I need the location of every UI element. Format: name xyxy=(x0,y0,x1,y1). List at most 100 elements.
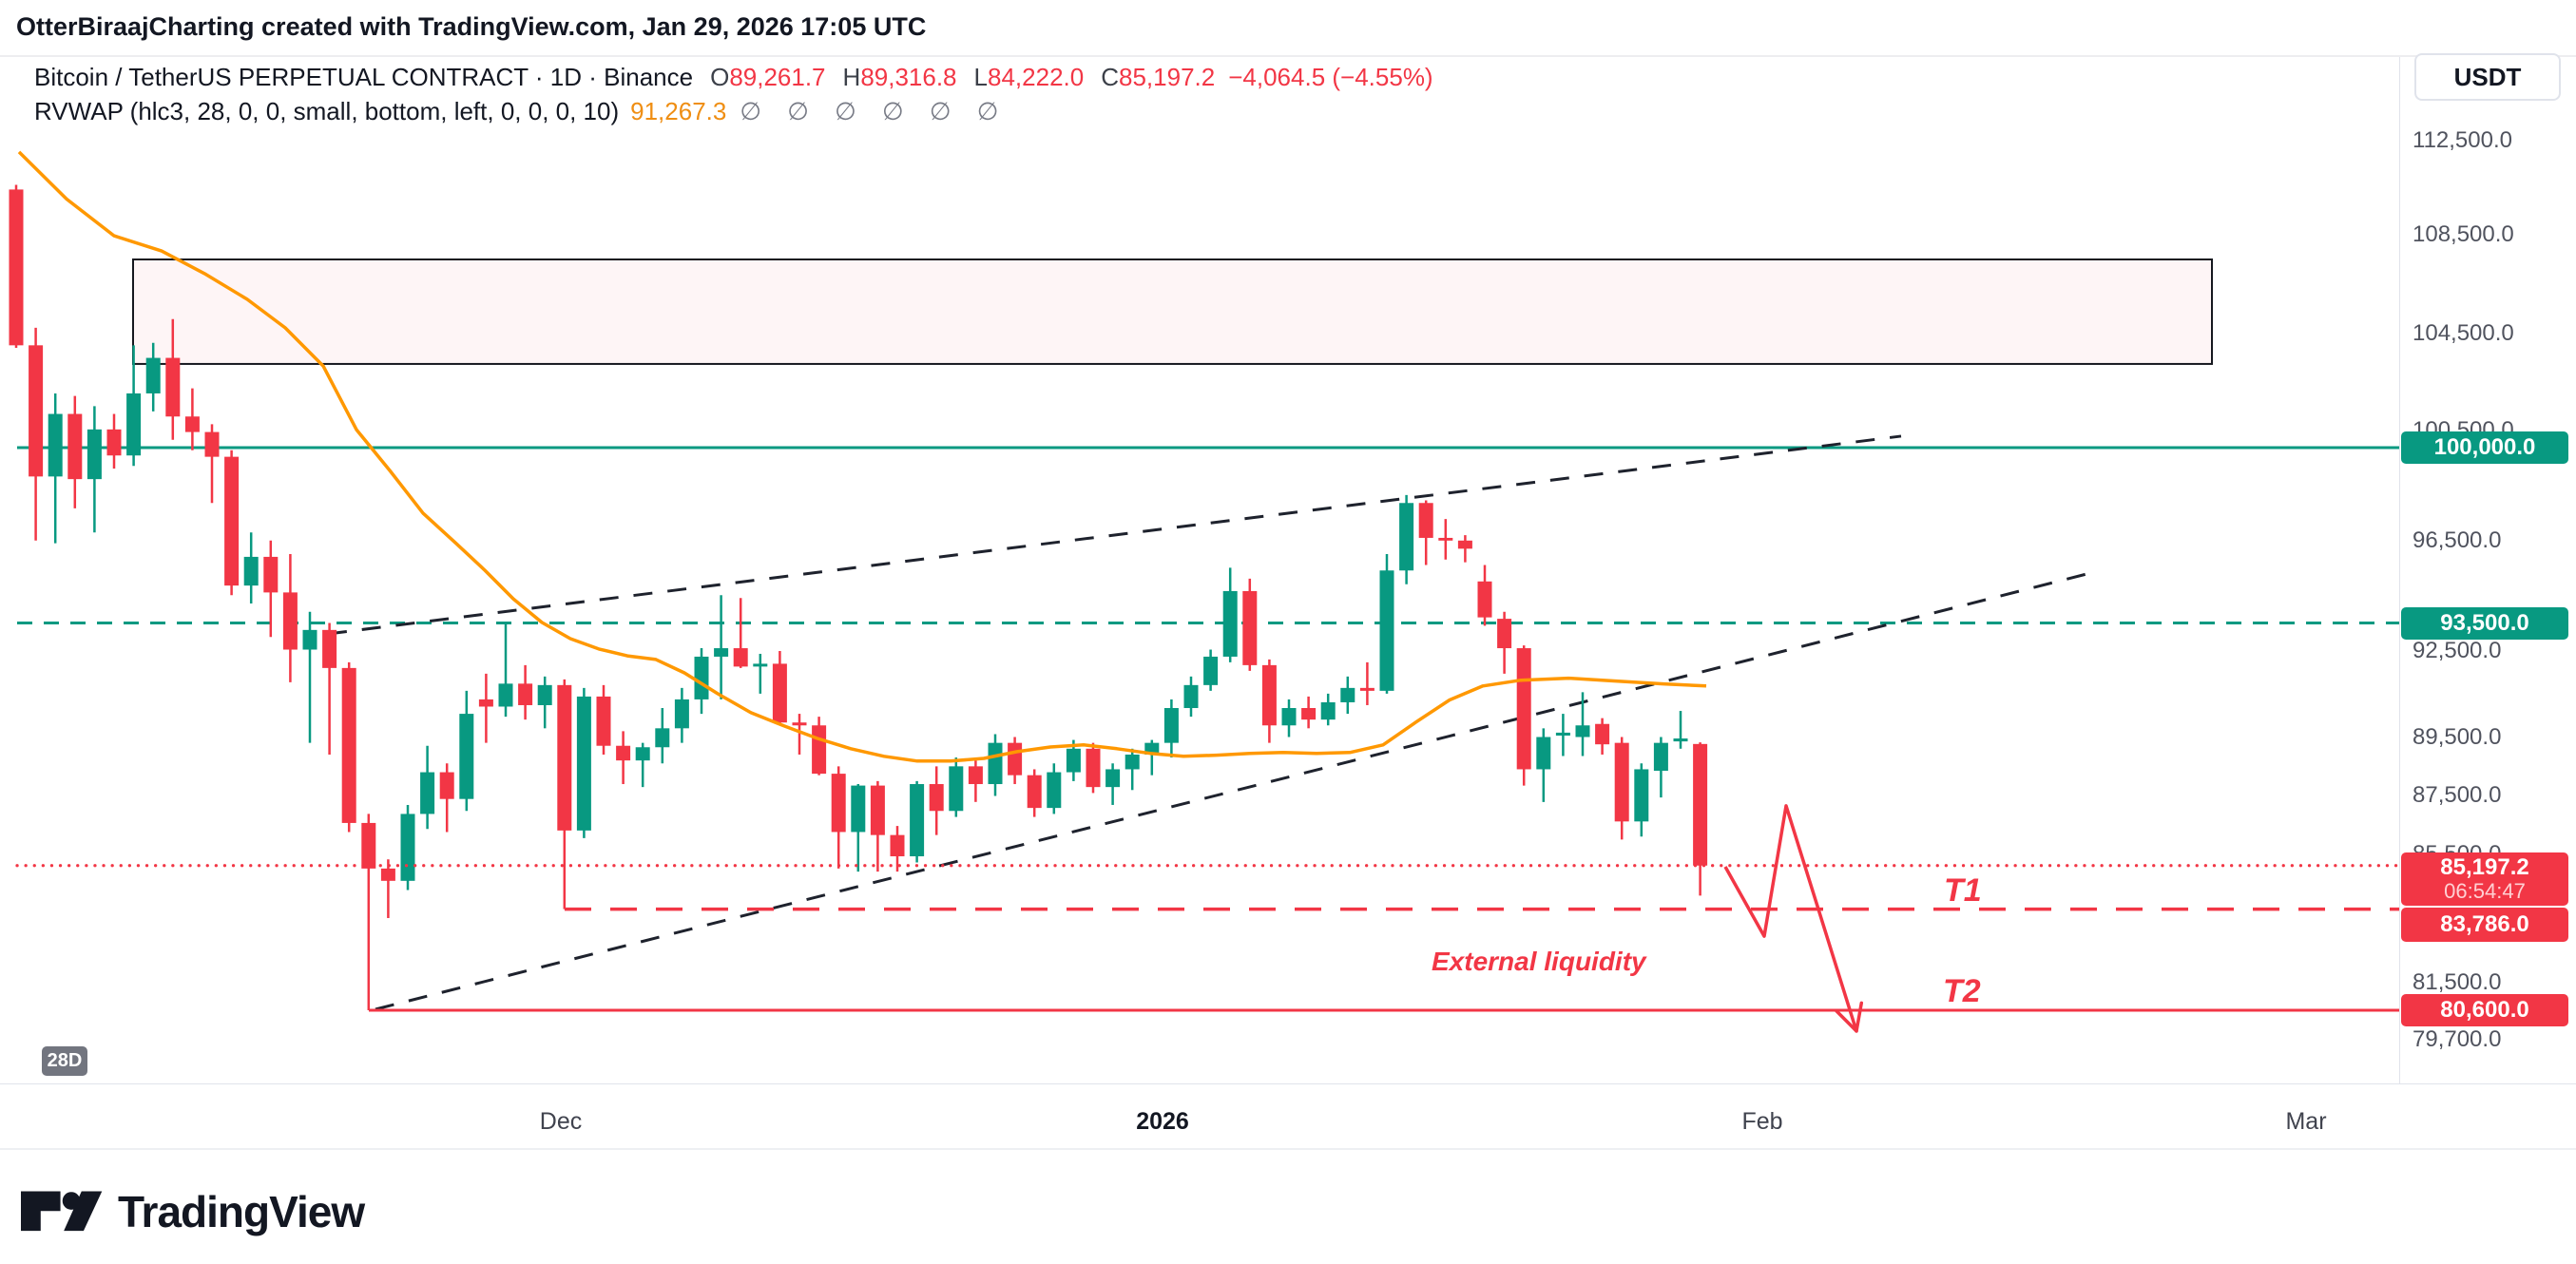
candle xyxy=(1614,742,1629,822)
candle xyxy=(224,456,240,586)
candle xyxy=(29,345,44,477)
price-label: 93,500.0 xyxy=(2401,607,2568,640)
price-label: 80,600.0 xyxy=(2401,994,2568,1026)
candle xyxy=(1047,772,1062,809)
price-label: 83,786.0 xyxy=(2401,908,2568,942)
candle xyxy=(67,413,83,480)
candle xyxy=(439,772,454,799)
candle xyxy=(1477,581,1492,618)
candle xyxy=(557,684,572,831)
candle xyxy=(282,592,298,650)
candle xyxy=(635,747,650,761)
candle xyxy=(165,357,181,417)
candle xyxy=(1027,775,1042,809)
price-tick: 87,500.0 xyxy=(2413,782,2502,808)
candle xyxy=(1163,708,1179,743)
time-label: Mar xyxy=(2285,1108,2327,1135)
candle xyxy=(380,868,395,881)
candle xyxy=(204,431,220,457)
candle xyxy=(459,714,474,799)
indicator-legend-row[interactable]: RVWAP (hlc3, 28, 0, 0, small, bottom, le… xyxy=(34,97,1008,126)
price-tick: 112,500.0 xyxy=(2413,127,2512,153)
candle xyxy=(1242,590,1258,665)
candle xyxy=(929,784,944,812)
target-1-label[interactable]: T1 xyxy=(1944,872,1982,909)
candle xyxy=(1105,769,1121,788)
candle xyxy=(1418,503,1433,538)
candle xyxy=(400,814,415,881)
interval-countdown-badge: 28D xyxy=(42,1046,87,1076)
candle xyxy=(674,699,689,729)
candle xyxy=(1673,738,1688,742)
candle xyxy=(145,357,161,393)
candle xyxy=(949,766,964,812)
candle xyxy=(792,722,807,726)
close-label: C xyxy=(1101,63,1119,91)
change-value: −4,064.5 (−4.55%) xyxy=(1228,63,1433,91)
time-label: Dec xyxy=(539,1108,583,1135)
candle xyxy=(263,556,279,593)
currency-toggle-button[interactable]: USDT xyxy=(2414,53,2561,101)
indicator-empty-flags: ∅ ∅ ∅ ∅ ∅ ∅ xyxy=(740,97,1009,125)
zigzag-arrowhead xyxy=(1855,1001,1864,1033)
zigzag-arrow xyxy=(1723,804,1858,1032)
time-label: 2026 xyxy=(1136,1108,1189,1135)
candle xyxy=(714,648,729,657)
candle xyxy=(1536,737,1551,770)
candle xyxy=(1555,732,1570,736)
candle xyxy=(1320,701,1336,720)
candle xyxy=(812,725,827,775)
widget-bottom-border xyxy=(0,1148,2576,1150)
high-label: H xyxy=(842,63,861,91)
candle xyxy=(1595,723,1610,745)
candle xyxy=(1066,748,1081,773)
rvwap-line xyxy=(17,150,1707,763)
zone-rect xyxy=(132,258,2213,365)
candle xyxy=(126,393,142,456)
candle xyxy=(890,834,905,857)
time-label: Feb xyxy=(1741,1108,1783,1135)
candle xyxy=(243,556,259,586)
open-value: 89,261.7 xyxy=(729,63,826,91)
candle xyxy=(1281,708,1297,726)
close-value: 85,197.2 xyxy=(1119,63,1216,91)
price-tick: 104,500.0 xyxy=(2413,320,2514,346)
candle xyxy=(1379,570,1394,691)
low-label: L xyxy=(973,63,988,91)
price-label: 85,197.2 06:54:47 xyxy=(2401,852,2568,906)
candle xyxy=(322,629,337,668)
candle xyxy=(1203,656,1219,685)
candle xyxy=(87,429,102,480)
external-liquidity-note[interactable]: External liquidity xyxy=(1432,947,1646,976)
price-tick: 96,500.0 xyxy=(2413,527,2502,553)
tradingview-logo[interactable]: TradingView xyxy=(21,1184,365,1239)
candle xyxy=(1301,708,1317,720)
candle xyxy=(1634,769,1649,822)
candle xyxy=(1086,748,1101,788)
candle xyxy=(1438,537,1453,541)
price-tick: 92,500.0 xyxy=(2413,638,2502,663)
candle xyxy=(616,745,631,761)
price-tick: 89,500.0 xyxy=(2413,724,2502,750)
candle xyxy=(1516,648,1531,770)
candle xyxy=(1222,590,1238,657)
candle xyxy=(968,766,983,785)
candle xyxy=(576,696,591,831)
candle xyxy=(537,684,552,705)
target-2-label[interactable]: T2 xyxy=(1943,973,1981,1009)
candle xyxy=(870,785,885,835)
symbol-legend-row[interactable]: Bitcoin / TetherUS PERPETUAL CONTRACT · … xyxy=(34,63,1433,92)
candle xyxy=(1125,754,1140,770)
candle xyxy=(1340,687,1355,702)
price-label: 100,000.0 xyxy=(2401,431,2568,464)
candle xyxy=(596,696,611,746)
candle xyxy=(478,699,493,707)
candle xyxy=(1653,742,1668,772)
candle xyxy=(341,667,356,823)
time-axis-separator xyxy=(0,1083,2576,1084)
candle xyxy=(9,189,24,346)
candle xyxy=(184,416,200,432)
tradingview-logo-icon xyxy=(21,1191,103,1232)
